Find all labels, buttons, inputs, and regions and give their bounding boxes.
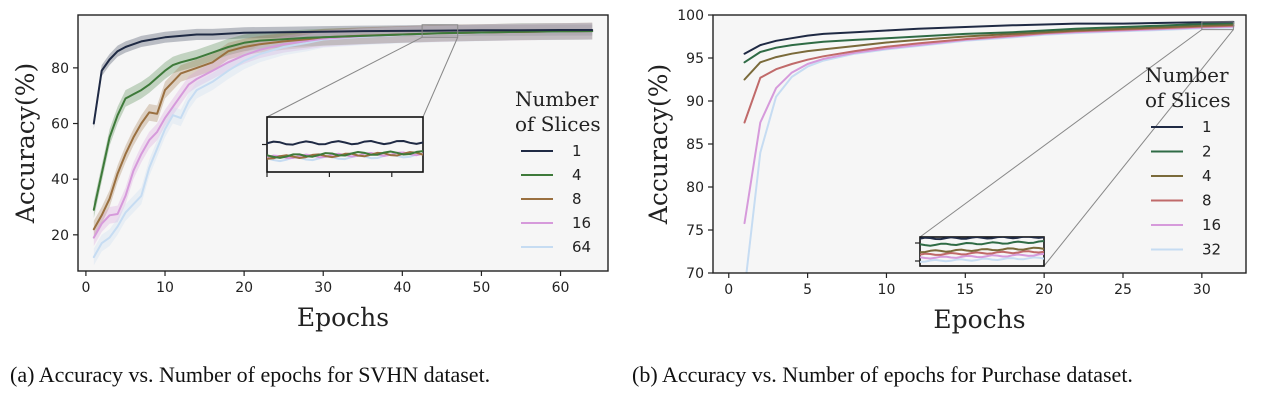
legend-label-1: 1: [1202, 118, 1212, 136]
legend-title-line: of Slices: [1145, 88, 1231, 112]
y-tick-label: 40: [51, 172, 69, 188]
legend-label-2: 2: [1202, 143, 1212, 161]
series-band-64: [93, 23, 593, 266]
inset-line-4: [267, 150, 423, 159]
series-line-2: [743, 22, 1235, 64]
y-tick-label: 75: [686, 223, 704, 239]
series-line-4: [743, 23, 1235, 81]
y-tick-label: 80: [686, 180, 704, 196]
legend-label-4: 4: [1202, 167, 1212, 185]
zoom-connector-right: [422, 37, 459, 118]
legend-label-1: 1: [572, 142, 582, 160]
y-axis-label: Accuracy(%): [11, 63, 40, 224]
inset-line-8: [267, 151, 423, 160]
inset-series-group: [267, 140, 423, 163]
legend-title-line: Number: [515, 87, 599, 111]
chart-purchase: 0 5 10 15 20 25 30 70 75 80 85 90 95 100 Epochs Accurac…: [644, 8, 1247, 334]
y-tick-label: 60: [51, 117, 69, 133]
legend-label-8: 8: [1202, 192, 1212, 210]
series-band-1: [93, 24, 593, 130]
x-tick-label: 5: [803, 282, 812, 298]
y-tick-label: 95: [686, 51, 704, 67]
x-tick-label: 40: [393, 280, 411, 296]
y-tick-label: 70: [686, 266, 704, 282]
x-tick-label: 25: [1114, 282, 1132, 298]
x-tick-label: 50: [473, 280, 491, 296]
x-tick-label: 0: [81, 280, 90, 296]
inset-line-8: [920, 250, 1044, 256]
y-axis-label: Accuracy(%): [644, 64, 673, 225]
x-axis-label: Epochs: [297, 303, 389, 332]
axes-frame: [77, 14, 609, 272]
legend-title-line: of Slices: [515, 112, 601, 136]
zoom-region-box: [1201, 21, 1234, 31]
legend-label-32: 32: [1202, 241, 1221, 259]
zoom-inset: [915, 236, 1045, 267]
x-tick-label: 30: [314, 280, 332, 296]
inset-line-1: [267, 140, 423, 146]
legend-label-16: 16: [572, 214, 591, 232]
inset-line-1: [920, 237, 1044, 241]
inset-line-32: [920, 256, 1044, 263]
plot-area: [713, 15, 1246, 273]
y-tick-label: 85: [686, 137, 704, 153]
caption-b: (b) Accuracy vs. Number of epochs for Pu…: [632, 362, 1133, 387]
legend-label-64: 64: [572, 238, 591, 256]
inset-line-4: [920, 246, 1044, 254]
legend-label-4: 4: [572, 166, 582, 184]
y-tick-label: 20: [51, 228, 69, 244]
series-line-4: [92, 30, 594, 211]
x-tick-label: 15: [956, 282, 974, 298]
zoom-region-box: [421, 24, 459, 38]
y-tick-label: 100: [677, 8, 704, 24]
zoom-connector-right: [1043, 29, 1234, 267]
x-tick-label: 0: [724, 282, 733, 298]
legend-title-line: Number: [1145, 63, 1229, 87]
x-tick-label: 60: [552, 280, 570, 296]
series-line-1: [743, 20, 1235, 55]
y-tick-label: 90: [686, 94, 704, 110]
x-tick-label: 10: [878, 282, 896, 298]
legend-label-16: 16: [1202, 216, 1221, 234]
zoom-connector-left: [919, 29, 1203, 238]
legend-label-8: 8: [572, 190, 582, 208]
plot-series-group: [743, 20, 1235, 273]
caption-a: (a) Accuracy vs. Number of epochs for SV…: [10, 362, 490, 387]
inset-line-16: [920, 252, 1044, 260]
x-tick-label: 20: [1035, 282, 1053, 298]
inset-line-2: [920, 240, 1044, 247]
zoom-inset: [262, 116, 424, 177]
y-tick-label: 80: [51, 61, 69, 77]
inset-series-group: [920, 237, 1044, 263]
chart-svhn: 0 10 20 30 40 50 60 20 40 60 80 Epochs Accuracy(%) Nu…: [11, 14, 609, 332]
x-tick-label: 20: [235, 280, 253, 296]
zoom-connector-left: [266, 36, 423, 118]
x-tick-label: 30: [1193, 282, 1211, 298]
x-tick-label: 10: [156, 280, 174, 296]
x-axis-label: Epochs: [933, 305, 1025, 334]
series-line-1: [92, 29, 594, 125]
